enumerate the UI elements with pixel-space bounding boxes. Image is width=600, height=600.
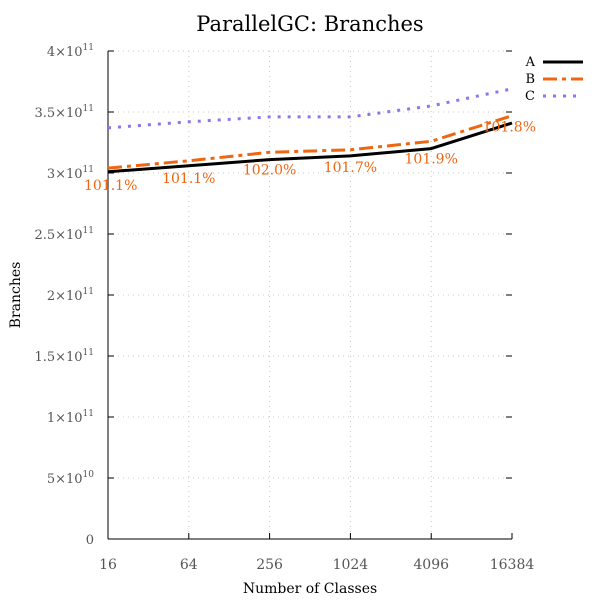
x-tick-label: 256: [256, 557, 283, 573]
y-tick-label: 0: [86, 533, 94, 548]
legend: ABC: [525, 55, 583, 104]
ratio-annotation: 102.0%: [243, 162, 296, 178]
series-line-a: [107, 121, 513, 174]
x-tick-label: 16: [99, 557, 117, 573]
ratio-annotation: 101.1%: [84, 178, 137, 194]
chart-title: ParallelGC: Branches: [196, 12, 423, 36]
series-line-c: [107, 87, 513, 130]
x-tick-label: 4096: [413, 557, 449, 573]
ratio-annotations: 101.1% 101.1% 102.0% 101.7% 101.9% 101.8%: [84, 120, 536, 194]
y-tick-label: 2×1011: [47, 287, 94, 304]
ratio-annotation: 101.8%: [483, 120, 536, 136]
x-tick-label: 1024: [333, 557, 369, 573]
legend-label-a: A: [525, 55, 536, 70]
y-tick-label: 3×1011: [47, 165, 94, 182]
y-tick-label: 1×1011: [47, 409, 94, 426]
x-tick-label: 64: [180, 557, 198, 573]
axes: 0 5×1010 1×1011 1.5×1011 2×1011 2.5×1011 3×101…: [34, 43, 534, 573]
y-tick-label: 5×1010: [47, 470, 94, 487]
y-tick-label: 1.5×1011: [34, 348, 94, 365]
ratio-annotation: 101.1%: [162, 171, 215, 187]
ratio-annotation: 101.7%: [324, 160, 377, 176]
y-tick-label: 4×1011: [47, 43, 94, 60]
y-axis-label: Branches: [8, 262, 24, 329]
legend-label-b: B: [525, 72, 535, 87]
x-axis-label: Number of Classes: [243, 581, 377, 597]
series-line-b: [107, 114, 513, 170]
ratio-annotation: 101.9%: [405, 151, 458, 167]
y-tick-label: 3.5×1011: [34, 104, 94, 121]
series-lines: [107, 87, 513, 174]
legend-label-c: C: [525, 89, 535, 104]
x-tick-label: 16384: [490, 557, 535, 573]
y-tick-label: 2.5×1011: [34, 226, 94, 243]
